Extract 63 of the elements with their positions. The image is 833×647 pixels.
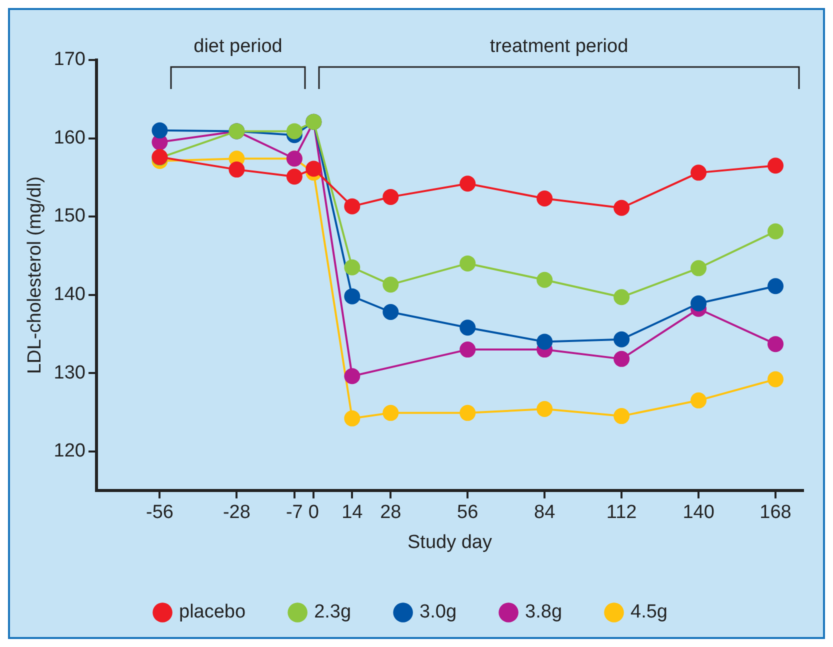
x-tick-label: -28: [222, 502, 250, 524]
point: [286, 123, 302, 140]
point: [460, 404, 476, 421]
point: [382, 404, 399, 421]
point: [344, 368, 360, 384]
point: [614, 331, 630, 348]
point: [768, 278, 784, 294]
point: [614, 289, 630, 306]
point: [344, 259, 360, 276]
point: [344, 288, 360, 304]
point: [768, 158, 784, 174]
x-tick-label: -56: [146, 502, 174, 524]
point: [460, 255, 476, 272]
x-tick-label: 28: [380, 502, 402, 524]
x-tick-label: 112: [606, 502, 637, 524]
y-tick-label: 170: [54, 49, 86, 70]
point: [460, 176, 476, 192]
x-tick-label: 140: [682, 502, 714, 524]
point: [536, 190, 553, 207]
point: [690, 295, 707, 312]
point: [382, 276, 399, 293]
point: [614, 350, 630, 367]
x-tick-label: 0: [308, 502, 319, 524]
point: [382, 304, 399, 320]
point: [228, 162, 245, 178]
y-tick-label: 140: [54, 284, 86, 305]
point: [536, 401, 553, 418]
point: [460, 320, 476, 336]
point: [690, 392, 707, 408]
point: [536, 272, 553, 288]
legend-label: 4.5g: [630, 602, 668, 623]
legend-label: 3.8g: [525, 602, 562, 623]
text: treatment period: [488, 36, 630, 58]
legend-label: 2.3g: [314, 602, 352, 623]
point: [690, 164, 707, 181]
point: [382, 188, 399, 205]
y-tick-label: 160: [54, 127, 86, 148]
x-tick-label: -7: [286, 502, 303, 524]
y-tick-label: 120: [54, 440, 86, 462]
x-tick-label: 168: [760, 502, 792, 524]
y-axis-title: LDL-cholesterol (mg/dl): [24, 176, 46, 374]
point: [614, 408, 630, 424]
x-axis-title: Study day: [408, 532, 492, 553]
point: [768, 336, 784, 352]
point: [286, 168, 302, 185]
point: [344, 410, 360, 426]
point: [614, 200, 630, 216]
x-tick-label: 14: [342, 502, 364, 524]
legend-label: placebo: [179, 602, 246, 623]
x-tick-label: 56: [457, 502, 478, 524]
point: [690, 260, 707, 276]
point: [768, 223, 784, 240]
y-tick-label: 130: [54, 362, 86, 384]
point: [536, 334, 553, 350]
legend-label: 3.0g: [420, 602, 457, 623]
x-tick-label: 84: [534, 502, 556, 524]
y-tick-label: 150: [54, 206, 86, 227]
point: [460, 342, 476, 358]
text: diet period: [192, 36, 284, 58]
point: [152, 122, 168, 138]
point: [344, 198, 360, 214]
point: [768, 371, 784, 388]
point: [306, 160, 322, 177]
